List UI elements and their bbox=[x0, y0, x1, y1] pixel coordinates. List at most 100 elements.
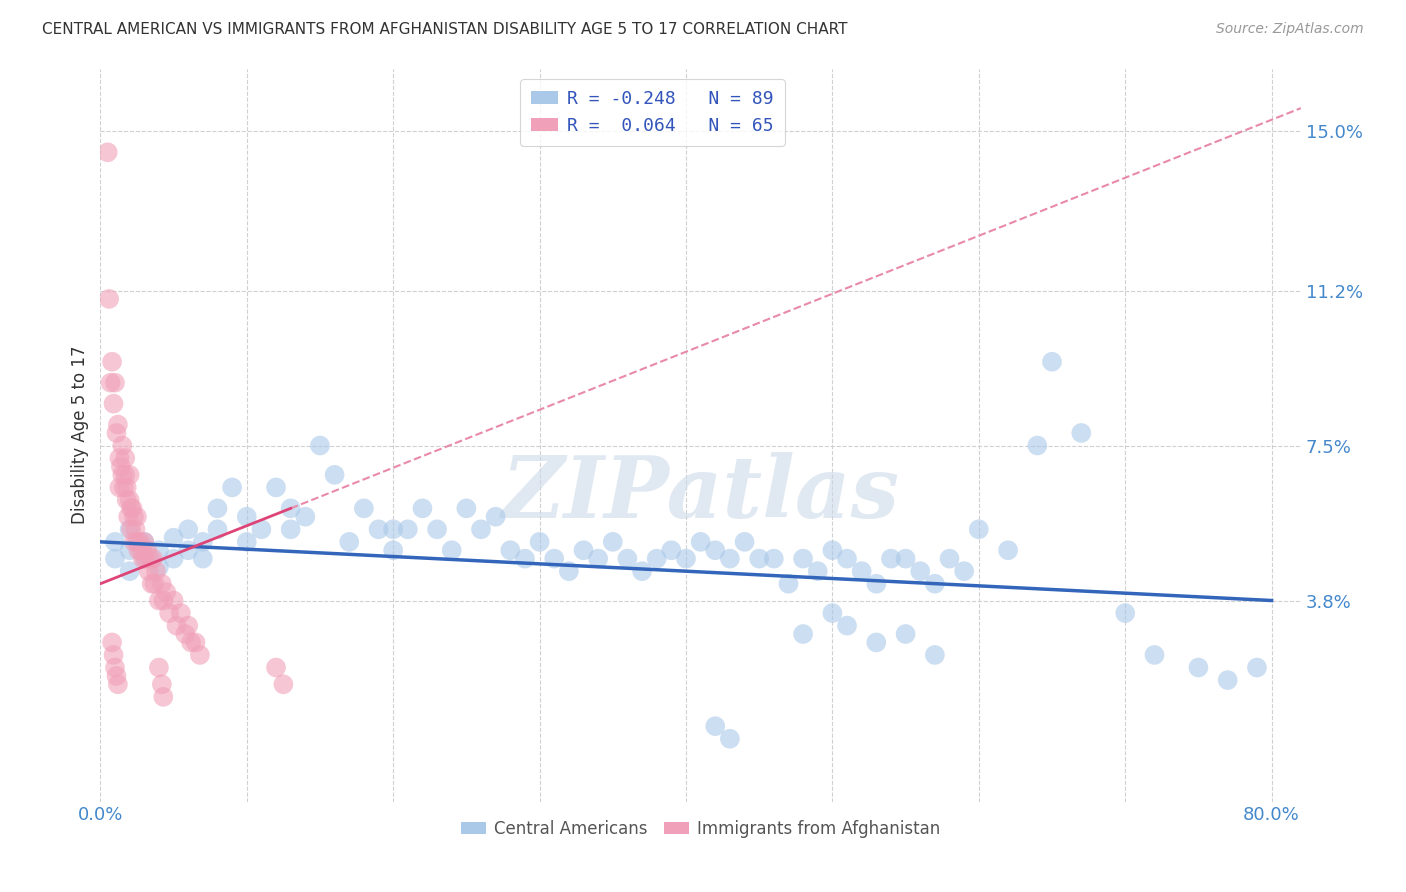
Point bbox=[127, 543, 149, 558]
Point bbox=[148, 593, 170, 607]
Point bbox=[411, 501, 433, 516]
Point bbox=[191, 551, 214, 566]
Point bbox=[734, 534, 756, 549]
Point bbox=[1187, 660, 1209, 674]
Point bbox=[1114, 606, 1136, 620]
Point bbox=[148, 543, 170, 558]
Point bbox=[124, 522, 146, 536]
Point bbox=[148, 560, 170, 574]
Point bbox=[111, 467, 134, 482]
Point bbox=[821, 606, 844, 620]
Point bbox=[1026, 438, 1049, 452]
Point bbox=[880, 551, 903, 566]
Point bbox=[236, 534, 259, 549]
Point bbox=[396, 522, 419, 536]
Point bbox=[118, 522, 141, 536]
Point bbox=[499, 543, 522, 558]
Point bbox=[1246, 660, 1268, 674]
Point bbox=[353, 501, 375, 516]
Point bbox=[103, 397, 125, 411]
Point bbox=[513, 551, 536, 566]
Point bbox=[184, 635, 207, 649]
Point bbox=[191, 534, 214, 549]
Point bbox=[440, 543, 463, 558]
Point bbox=[138, 564, 160, 578]
Point bbox=[166, 618, 188, 632]
Point bbox=[118, 467, 141, 482]
Point bbox=[382, 543, 405, 558]
Point bbox=[118, 564, 141, 578]
Point bbox=[529, 534, 551, 549]
Point bbox=[134, 534, 156, 549]
Point bbox=[104, 660, 127, 674]
Point bbox=[101, 635, 124, 649]
Point bbox=[115, 493, 138, 508]
Point bbox=[616, 551, 638, 566]
Text: ZIPatlas: ZIPatlas bbox=[502, 452, 900, 535]
Point bbox=[851, 564, 873, 578]
Point bbox=[953, 564, 976, 578]
Point bbox=[924, 648, 946, 662]
Point bbox=[718, 731, 741, 746]
Point bbox=[835, 618, 858, 632]
Point bbox=[280, 522, 302, 536]
Point bbox=[586, 551, 609, 566]
Point bbox=[337, 534, 360, 549]
Point bbox=[280, 501, 302, 516]
Point bbox=[821, 543, 844, 558]
Point bbox=[98, 292, 121, 306]
Point bbox=[704, 543, 727, 558]
Point bbox=[558, 564, 581, 578]
Point bbox=[177, 618, 200, 632]
Point bbox=[1143, 648, 1166, 662]
Point bbox=[152, 593, 174, 607]
Point bbox=[125, 509, 148, 524]
Point bbox=[835, 551, 858, 566]
Point bbox=[136, 543, 159, 558]
Point bbox=[748, 551, 770, 566]
Point bbox=[170, 606, 193, 620]
Point bbox=[675, 551, 697, 566]
Point bbox=[108, 451, 131, 466]
Point bbox=[273, 677, 295, 691]
Point bbox=[382, 522, 405, 536]
Point bbox=[97, 145, 120, 160]
Point bbox=[704, 719, 727, 733]
Point bbox=[141, 576, 163, 591]
Point bbox=[104, 376, 127, 390]
Point bbox=[689, 534, 711, 549]
Point bbox=[107, 677, 129, 691]
Point bbox=[631, 564, 654, 578]
Point bbox=[456, 501, 478, 516]
Point bbox=[111, 438, 134, 452]
Point bbox=[572, 543, 595, 558]
Point bbox=[115, 480, 138, 494]
Point bbox=[131, 543, 153, 558]
Point bbox=[148, 660, 170, 674]
Point bbox=[426, 522, 449, 536]
Point bbox=[792, 551, 814, 566]
Point bbox=[120, 501, 142, 516]
Point bbox=[865, 576, 887, 591]
Point bbox=[104, 534, 127, 549]
Point bbox=[112, 480, 135, 494]
Point bbox=[118, 493, 141, 508]
Point bbox=[778, 576, 800, 591]
Text: CENTRAL AMERICAN VS IMMIGRANTS FROM AFGHANISTAN DISABILITY AGE 5 TO 17 CORRELATI: CENTRAL AMERICAN VS IMMIGRANTS FROM AFGH… bbox=[42, 22, 848, 37]
Point bbox=[114, 451, 136, 466]
Point bbox=[543, 551, 565, 566]
Point bbox=[162, 531, 184, 545]
Point bbox=[645, 551, 668, 566]
Point bbox=[997, 543, 1019, 558]
Point bbox=[485, 509, 508, 524]
Point bbox=[207, 501, 229, 516]
Point bbox=[323, 467, 346, 482]
Point bbox=[1070, 425, 1092, 440]
Point bbox=[309, 438, 332, 452]
Point bbox=[128, 534, 150, 549]
Point bbox=[143, 576, 166, 591]
Point bbox=[125, 534, 148, 549]
Point bbox=[107, 417, 129, 432]
Point bbox=[236, 509, 259, 524]
Point bbox=[174, 627, 197, 641]
